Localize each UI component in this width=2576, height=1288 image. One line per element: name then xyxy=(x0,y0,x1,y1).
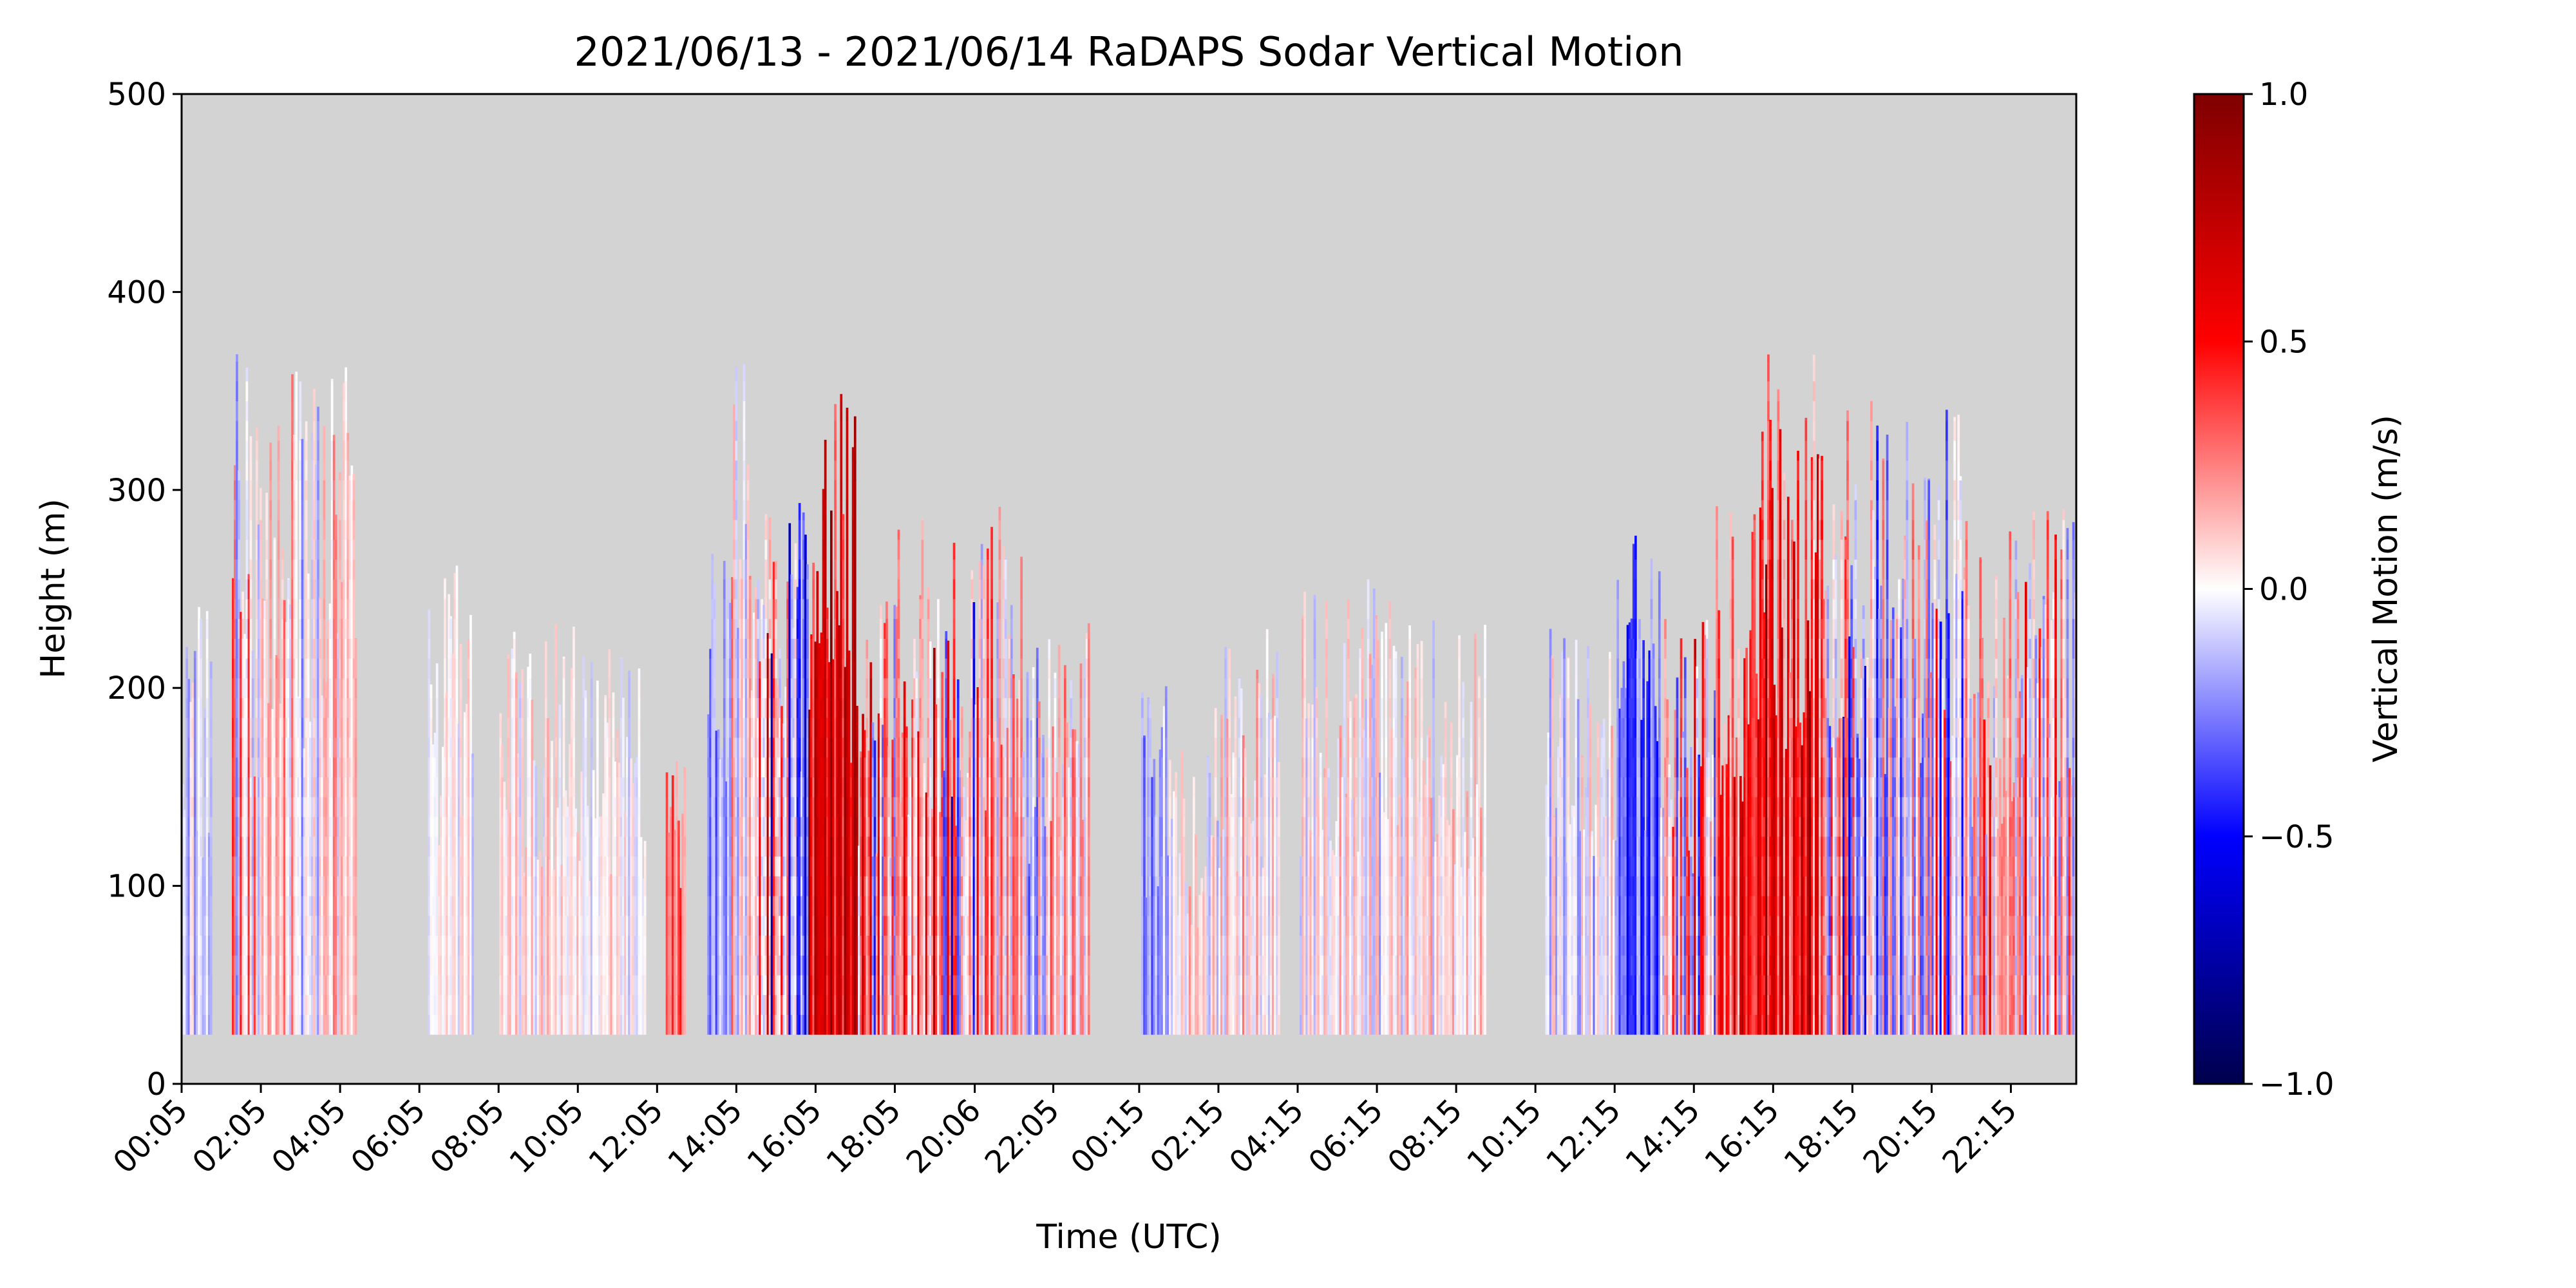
data-segment xyxy=(182,607,213,1035)
x-tick-label: 02:05 xyxy=(185,1092,274,1180)
data-segment xyxy=(1022,639,1051,1035)
plot-frame xyxy=(180,93,2078,1085)
y-tick-label: 300 xyxy=(107,473,166,509)
data-segment xyxy=(1208,629,1280,1035)
x-tick-label: 04:15 xyxy=(1222,1092,1311,1180)
y-axis: 0 100 200 300 400 500 xyxy=(107,77,182,1103)
colorbar-tick-label: 0.0 xyxy=(2259,572,2308,608)
colorbar-label: Vertical Motion (m/s) xyxy=(2367,415,2405,762)
data-segment xyxy=(1929,410,1970,1035)
data-segment xyxy=(1141,686,1170,1035)
chart-title: 2021/06/13 - 2021/06/14 RaDAPS Sodar Ver… xyxy=(574,28,1683,75)
data-segment xyxy=(856,601,892,1035)
x-tick-label: 02:15 xyxy=(1143,1092,1231,1180)
data-segment xyxy=(1969,531,2022,1035)
x-tick-label: 14:15 xyxy=(1618,1092,1707,1180)
x-tick-label: 08:15 xyxy=(1381,1092,1469,1180)
colorbar-tick-label: −0.5 xyxy=(2259,819,2334,855)
x-tick-label: 20:15 xyxy=(1857,1092,1945,1180)
x-tick-label: 04:05 xyxy=(265,1092,353,1180)
data-segment xyxy=(538,623,581,1035)
x-tick-label: 10:15 xyxy=(1460,1092,1548,1180)
x-tick-label: 06:05 xyxy=(344,1092,432,1180)
x-tick-label: 14:05 xyxy=(661,1092,749,1180)
x-tick-label: 16:05 xyxy=(740,1092,828,1180)
x-axis: 00:0502:0504:0506:0508:0510:0512:0514:05… xyxy=(106,1084,2024,1180)
data-segment xyxy=(321,367,357,1035)
data-segment xyxy=(285,372,321,1035)
colorbar-tick-label: 0.5 xyxy=(2259,324,2308,360)
data-segment xyxy=(757,514,785,1035)
data-segment xyxy=(1300,591,1359,1035)
colorbar xyxy=(2193,93,2245,1085)
x-tick-label: 18:05 xyxy=(820,1092,908,1180)
x-tick-label: 12:15 xyxy=(1539,1092,1627,1180)
data-segment xyxy=(499,632,540,1035)
y-tick-label: 100 xyxy=(107,869,166,905)
x-tick-label: 00:05 xyxy=(106,1092,194,1180)
data-segment xyxy=(232,354,254,1035)
x-tick-label: 20:06 xyxy=(900,1092,988,1180)
x-tick-label: 00:15 xyxy=(1064,1092,1152,1180)
y-tick-label: 200 xyxy=(107,670,166,706)
y-axis-label: Height (m) xyxy=(34,498,73,679)
data-segment xyxy=(707,554,730,1035)
x-tick-label: 22:15 xyxy=(1936,1092,2024,1180)
x-tick-label: 08:05 xyxy=(423,1092,511,1180)
data-segment xyxy=(1755,354,1823,1035)
data-segment xyxy=(729,364,757,1035)
y-tick-label: 400 xyxy=(107,274,166,310)
colorbar-ticks: 1.0 0.5 0.0 −0.5 −1.0 xyxy=(2244,77,2334,1103)
data-segment xyxy=(1823,401,1875,1035)
x-tick-label: 18:15 xyxy=(1777,1092,1865,1180)
data-segment xyxy=(253,425,286,1035)
data-segment xyxy=(1874,422,1930,1035)
data-segment xyxy=(1716,506,1756,1035)
y-tick-label: 0 xyxy=(146,1066,166,1103)
data-segment xyxy=(580,649,647,1035)
x-axis-label: Time (UTC) xyxy=(1036,1218,1221,1256)
data-segment xyxy=(1050,623,1090,1035)
x-tick-label: 10:05 xyxy=(502,1092,591,1180)
y-tick-label: 500 xyxy=(107,77,166,113)
heatmap-data xyxy=(182,354,2077,1035)
colorbar-tick-label: −1.0 xyxy=(2259,1066,2334,1103)
data-segment xyxy=(808,393,857,1035)
data-segment xyxy=(428,565,474,1035)
data-segment xyxy=(891,518,943,1035)
data-segment xyxy=(1359,579,1407,1035)
data-segment xyxy=(1616,535,1661,1035)
data-segment xyxy=(1660,619,1716,1035)
data-segment xyxy=(943,542,976,1035)
data-segment xyxy=(974,507,1023,1035)
x-tick-label: 12:05 xyxy=(582,1092,670,1180)
data-segment xyxy=(2020,509,2077,1035)
x-tick-label: 22:05 xyxy=(978,1092,1066,1180)
data-segment xyxy=(1545,629,1617,1035)
data-segment xyxy=(1169,750,1209,1035)
data-segment xyxy=(1406,620,1486,1035)
x-tick-label: 06:15 xyxy=(1302,1092,1390,1180)
x-tick-label: 16:15 xyxy=(1698,1092,1786,1180)
data-segment xyxy=(665,761,687,1035)
colorbar-tick-label: 1.0 xyxy=(2259,77,2308,113)
data-segment xyxy=(784,503,809,1035)
